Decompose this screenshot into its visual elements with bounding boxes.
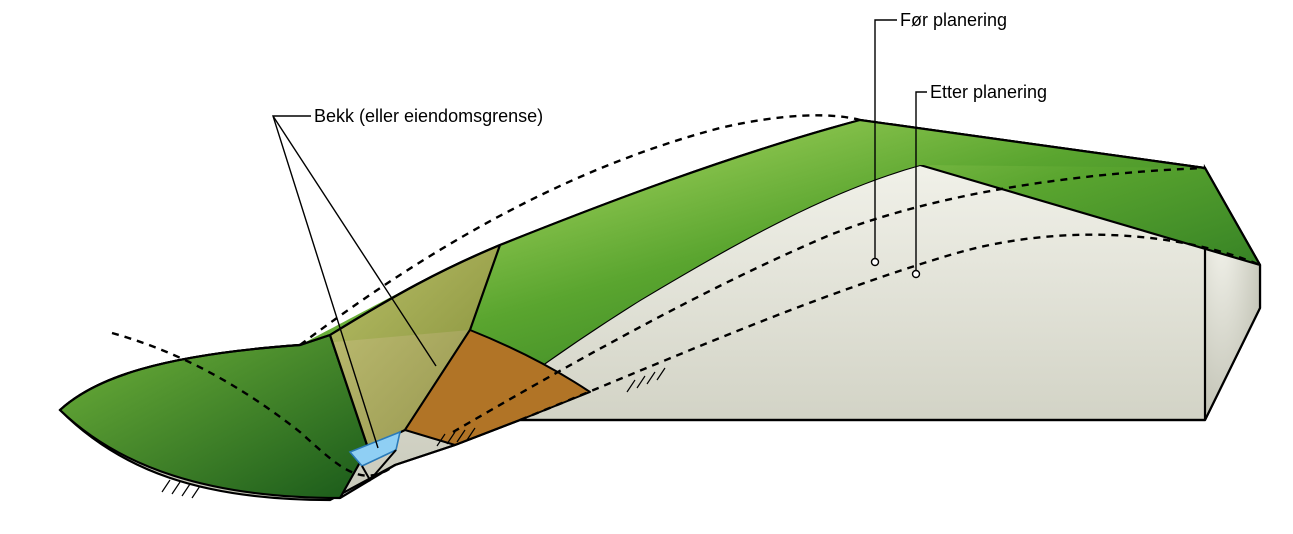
- valley-left-slope: [60, 335, 368, 498]
- label-before-planning: Før planering: [900, 10, 1007, 30]
- label-after-planning: Etter planering: [930, 82, 1047, 102]
- label-stream-boundary: Bekk (eller eiendomsgrense): [314, 106, 543, 126]
- terrain-cross-section-diagram: Før planering Etter planering Bekk (elle…: [0, 0, 1293, 534]
